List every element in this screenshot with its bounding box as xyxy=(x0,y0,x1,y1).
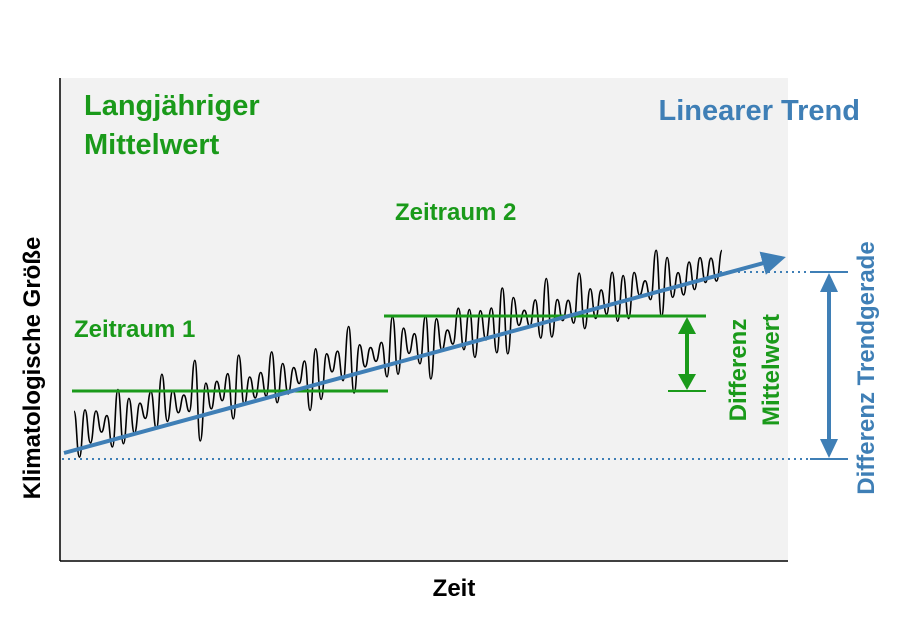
period2-label: Zeitraum 2 xyxy=(395,199,516,226)
difference-trend-arrow xyxy=(810,271,848,460)
y-axis-label: Klimatologische Größe xyxy=(19,237,46,500)
trend-title: Linearer Trend xyxy=(659,95,860,127)
time-series-line xyxy=(73,249,723,458)
difference-mean-arrow xyxy=(668,317,706,392)
difference-mean-label-line1: Differenz xyxy=(725,319,752,422)
period1-label: Zeitraum 1 xyxy=(74,316,195,343)
difference-mean-label-line2: Mittelwert xyxy=(758,314,785,426)
x-axis-label: Zeit xyxy=(433,575,476,602)
linear-trend-arrow xyxy=(63,251,786,455)
mean-title-line1: Langjähriger xyxy=(84,90,260,122)
difference-trend-label: Differenz Trendgerade xyxy=(853,241,880,494)
mean-title-line2: Mittelwert xyxy=(84,129,220,161)
